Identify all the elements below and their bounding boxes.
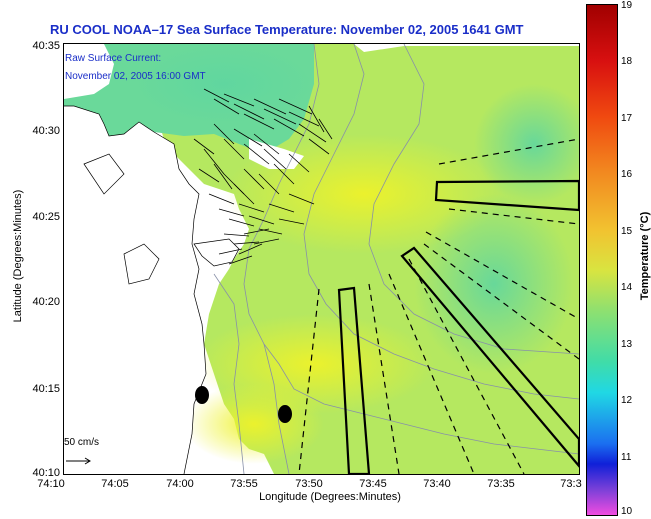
colorbar-tick: 13 [621,339,633,350]
legend-line-2: November 02, 2005 16:00 GMT [65,71,206,82]
x-tick: 73:3 [560,478,582,490]
colorbar-tick: 16 [621,169,633,180]
scale-arrow [66,457,91,465]
y-tick: 40:35 [32,40,60,52]
station-marker-1 [195,386,209,404]
scale-label: 50 cm/s [64,437,100,448]
y-tick: 40:30 [32,125,60,137]
colorbar-label: Temperature (°C) [639,211,651,301]
x-tick: 73:40 [423,478,451,490]
station-marker-2 [278,405,292,423]
y-axis-label: Latitude (Degrees:Minutes) [12,189,24,323]
colorbar-tick: 15 [621,226,633,237]
land-mass [64,44,304,474]
y-tick: 40:10 [32,467,60,479]
y-tick: 40:15 [32,383,60,395]
colorbar-tick: 14 [621,282,633,293]
x-tick: 74:00 [166,478,194,490]
colorbar-tick: 12 [621,395,633,406]
map-title: RU COOL NOAA–17 Sea Surface Temperature:… [50,22,524,37]
x-tick: 74:05 [101,478,129,490]
sst-map-panel: Raw Surface Current: November 02, 2005 1… [63,43,580,475]
legend-line-1: Raw Surface Current: [65,53,162,64]
colorbar-tick: 19 [621,0,633,11]
transect-wedges [337,179,579,474]
temperature-colorbar [586,4,618,516]
y-tick: 40:25 [32,211,60,223]
sst-map [64,44,579,474]
x-axis-label: Longitude (Degrees:Minutes) [259,491,401,503]
colorbar-tick: 11 [621,452,632,463]
colorbar-tick: 18 [621,56,633,67]
bathymetry-contours [213,44,579,474]
y-tick: 40:20 [32,296,60,308]
x-tick: 74:10 [37,478,65,490]
colorbar-tick: 10 [621,506,633,517]
x-tick: 73:35 [487,478,515,490]
colorbar-tick: 17 [621,113,633,124]
x-tick: 73:50 [295,478,323,490]
x-tick: 73:55 [230,478,258,490]
coastline [64,105,240,474]
radial-guide-lines [298,138,579,474]
x-tick: 73:45 [359,478,387,490]
sst-field [64,44,579,474]
current-vectors [193,88,333,265]
